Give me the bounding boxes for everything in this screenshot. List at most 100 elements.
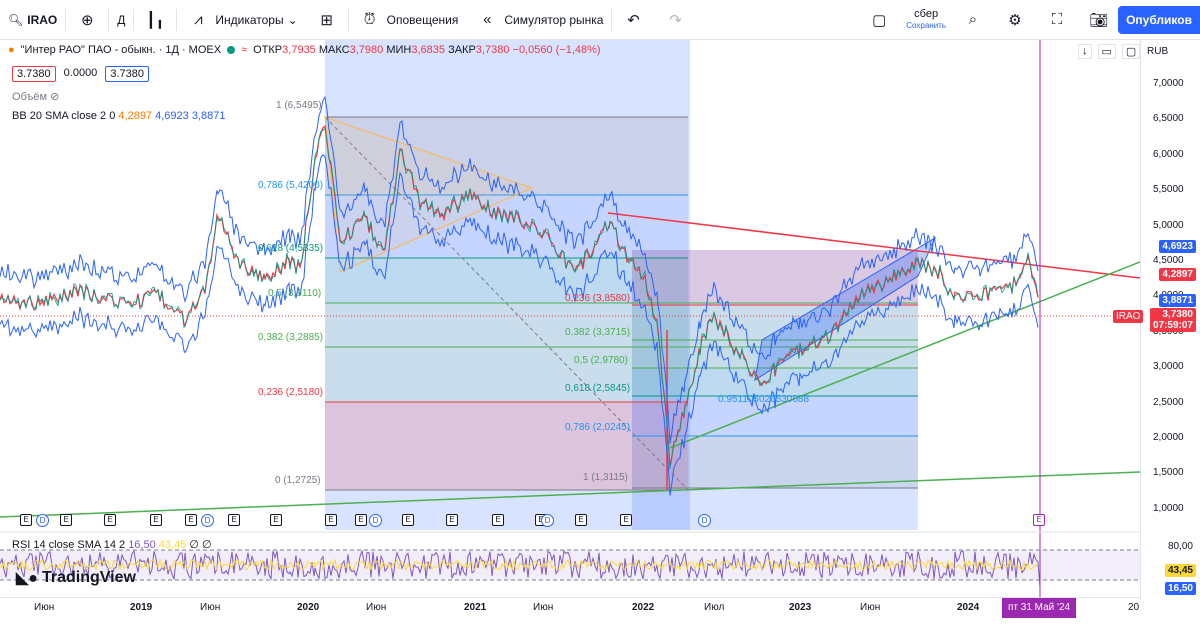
earnings-marker[interactable]: E	[402, 514, 414, 526]
interval-button[interactable]: Д	[109, 0, 133, 40]
fib-zone	[325, 402, 688, 490]
alerts-button[interactable]: ⏰︎ Оповещения	[349, 0, 467, 40]
time-axis[interactable]: Июн 2019 Июн 2020 Июн 2021 Июн 2022 Июл …	[0, 597, 1140, 619]
time-label: 2019	[130, 602, 153, 613]
symbol-title[interactable]: "Интер РАО" ПАО - обыкн. · 1Д · MOEX	[20, 44, 222, 56]
fib-label: 0,786 (5,4200)	[258, 180, 324, 191]
fib-label: 0,236 (2,5180)	[258, 387, 324, 398]
dividend-marker[interactable]: D	[369, 514, 382, 527]
earnings-marker[interactable]: E	[104, 514, 116, 526]
fib-zone	[325, 303, 688, 347]
symbol-search[interactable]: 🔍︎ IRAO	[0, 0, 65, 40]
search-icon: 🔍︎	[8, 12, 24, 27]
price-tick: 6,0000	[1153, 148, 1184, 160]
earnings-marker[interactable]: E	[492, 514, 504, 526]
earnings-marker[interactable]: E	[150, 514, 162, 526]
earnings-marker[interactable]: E	[446, 514, 458, 526]
time-label: 2022	[632, 602, 655, 613]
earnings-marker[interactable]: E	[60, 514, 72, 526]
fullscreen-button[interactable]: ⛶	[1036, 0, 1078, 40]
fib-trend-line	[324, 116, 689, 491]
earnings-marker[interactable]: E	[620, 514, 632, 526]
fib-zone	[632, 436, 918, 488]
indicators-label: Индикаторы	[215, 12, 284, 27]
compare-button[interactable]: ⊕	[66, 0, 108, 40]
dividend-marker[interactable]: D	[36, 514, 49, 527]
earnings-marker[interactable]: E	[20, 514, 32, 526]
indicators-button[interactable]: ⩘ Индикаторы ⌄	[177, 0, 305, 40]
fib-label: 0,5 (2,9780)	[574, 355, 628, 366]
time-label: Июн	[366, 602, 387, 613]
fib-label: 0,618 (2,5845)	[565, 383, 631, 394]
arrow-down-icon[interactable]: ↓	[1078, 44, 1092, 59]
publish-button[interactable]: Опубликов	[1118, 6, 1200, 34]
currency-label[interactable]: RUB	[1147, 46, 1169, 57]
time-label: Июн	[34, 602, 55, 613]
earnings-marker[interactable]: E	[1033, 514, 1045, 526]
price-axis[interactable]: RUB 7,0000 6,5000 6,0000 5,5000 5,0000 4,5000…	[1140, 40, 1200, 600]
trendline-label: 0.951105026530688	[718, 394, 810, 405]
rsi-legend[interactable]: RSI 14 close SMA 14 2 16,50 43,45 ∅ ∅	[12, 539, 212, 551]
spread-value: 0.0000	[63, 67, 98, 79]
fib-label: 0 (1,2725)	[275, 475, 321, 486]
symbol-label: IRAO	[27, 12, 58, 27]
layout-name-button[interactable]: сбер Сохранить	[900, 8, 952, 31]
fib-label: 0,786 (2,0245)	[565, 422, 631, 433]
earnings-marker[interactable]: E	[325, 514, 337, 526]
snapshot-button[interactable]: 📷︎	[1078, 0, 1120, 40]
resistance-trendline	[607, 212, 1140, 279]
earnings-marker[interactable]: E	[575, 514, 587, 526]
buy-button[interactable]: 3.7380	[105, 66, 149, 82]
square-icon: ▢	[872, 11, 887, 29]
settings-button[interactable]: ⚙	[994, 0, 1036, 40]
undo-button[interactable]: ↶	[612, 0, 654, 40]
fib-label: 0,236 (3,8580)	[565, 293, 631, 304]
time-label: Июн	[533, 602, 554, 613]
tradingview-logo[interactable]: ◣● TradingView	[16, 569, 136, 587]
long-support-trendline	[0, 471, 1140, 518]
fib-zone	[632, 250, 918, 305]
time-label: 2021	[464, 602, 487, 613]
dividend-marker[interactable]: D	[201, 514, 214, 527]
indicators-icon: ⩘	[194, 11, 203, 28]
fib-zone	[632, 305, 918, 340]
ohlc-values: ОТКР3,7935 МАКС3,7980 МИН3,6835 ЗАКР3,73…	[253, 44, 601, 56]
earnings-marker[interactable]: E	[270, 514, 282, 526]
volume-legend[interactable]: Объём ⊘	[12, 91, 60, 103]
dividend-marker[interactable]: D	[541, 514, 554, 527]
support-trendline	[669, 261, 1140, 449]
time-label: Июл	[704, 602, 725, 613]
earnings-marker[interactable]: E	[228, 514, 240, 526]
alerts-label: Оповещения	[386, 12, 459, 27]
bb-lower	[0, 154, 1039, 496]
price-tick: 1,0000	[1153, 502, 1184, 514]
eye-hidden-icon[interactable]: ⊘	[50, 91, 60, 103]
replay-button[interactable]: « Симулятор рынка	[466, 0, 611, 40]
tv-logo-icon: ◣●	[16, 570, 38, 587]
chart-canvas[interactable]	[0, 40, 1140, 600]
quick-search-button[interactable]: ⌕	[952, 0, 994, 40]
earnings-marker[interactable]: E	[355, 514, 367, 526]
fib-label: 0,5 (3,9110)	[268, 288, 322, 299]
price-tick: 5,0000	[1153, 219, 1184, 231]
earnings-marker[interactable]: E	[185, 514, 197, 526]
bb-legend[interactable]: BB 20 SMA close 2 0 4,2897 4,6923 3,8871	[12, 110, 226, 122]
price-tick: 5,5000	[1153, 184, 1184, 196]
divider	[611, 8, 613, 31]
chart-type-button[interactable]: ┃╻	[134, 0, 176, 40]
maximize-icon[interactable]: ▭	[1097, 44, 1116, 59]
divider	[133, 8, 135, 31]
layout-toggle[interactable]: ▢	[858, 0, 900, 40]
dividend-marker[interactable]: D	[698, 514, 711, 527]
restore-icon[interactable]: ▢	[1121, 44, 1141, 59]
top-toolbar: 🔍︎ IRAO ⊕ Д ┃╻ ⩘ Индикаторы ⌄ ⊞ ⏰︎ Опове…	[0, 0, 1200, 40]
templates-button[interactable]: ⊞	[306, 0, 348, 40]
rsi-tick: 80,00	[1167, 541, 1193, 552]
redo-button[interactable]: ↷	[654, 0, 696, 40]
plus-circle-icon: ⊕	[80, 11, 94, 29]
sell-button[interactable]: 3.7380	[12, 66, 56, 82]
divider	[108, 8, 110, 31]
divider	[347, 8, 349, 31]
pane-controls: ↓ ▭ ▢	[1078, 44, 1141, 59]
cursor-date-badge: пт 31 Май '24	[1002, 598, 1077, 618]
